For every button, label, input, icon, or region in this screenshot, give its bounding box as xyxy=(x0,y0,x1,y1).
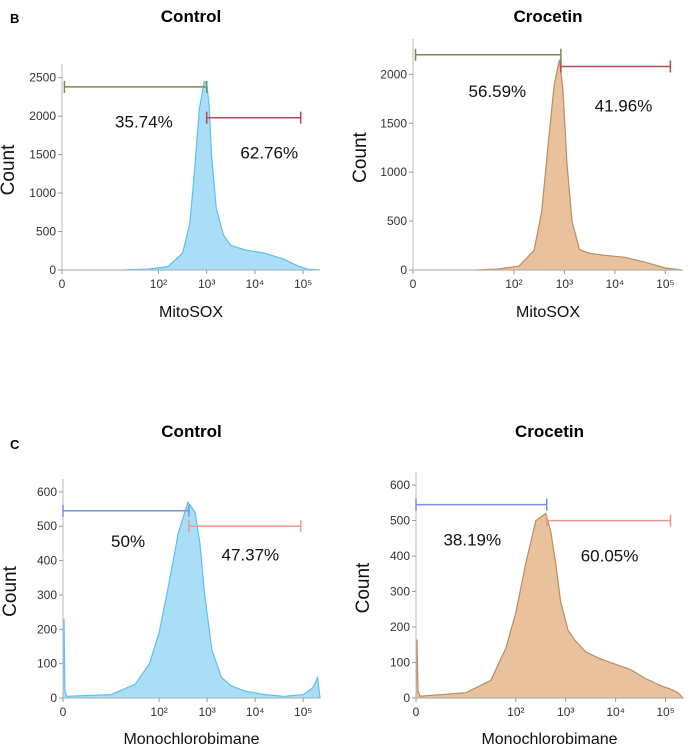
x-axis-label: MitoSOX xyxy=(159,304,223,321)
y-tick-label: 2000 xyxy=(380,67,407,81)
x-axis-label: Monochlorobimane xyxy=(123,731,259,746)
y-tick-label: 1500 xyxy=(380,116,407,130)
y-tick-label: 0 xyxy=(400,263,407,277)
histogram-area xyxy=(62,80,321,271)
histogram-area xyxy=(62,500,321,699)
chart-crocetin-mitosox: Crocetin 0 500 1000 1500 2000 0 10² 10³ 10⁴ 10⁵ Cou… xyxy=(350,7,684,321)
x-tick-label: 10³ xyxy=(557,705,574,719)
x-tick-label: 0 xyxy=(413,705,420,719)
x-tick-label: 10³ xyxy=(198,705,215,719)
x-tick-label: 10² xyxy=(150,705,167,719)
gate-label-high: 60.05% xyxy=(581,546,639,565)
x-tick-label: 10⁵ xyxy=(294,705,312,719)
y-axis-label: Count xyxy=(0,565,21,616)
y-tick-label: 500 xyxy=(387,214,407,228)
panel-letter-c: C xyxy=(10,437,20,452)
x-axis-label: Monochlorobimane xyxy=(481,731,617,746)
histogram-area xyxy=(415,512,685,699)
chart-control-mitosox: Control 0 500 1000 1500 2000 2500 0 10² 10³ 10⁴ 10⁵… xyxy=(0,7,321,321)
x-axis-label: MitoSOX xyxy=(516,304,580,321)
x-tick-label: 10⁵ xyxy=(294,277,312,291)
y-tick-label: 100 xyxy=(37,657,57,671)
gate-label-low: 50% xyxy=(111,532,145,551)
y-tick-label: 200 xyxy=(37,622,57,636)
y-tick-label: 2000 xyxy=(29,109,56,123)
x-tick-label: 10⁴ xyxy=(606,277,625,291)
gate-label-low: 56.59% xyxy=(469,82,527,101)
gate-label-low: 38.19% xyxy=(443,530,501,549)
y-tick-label: 0 xyxy=(49,263,56,277)
chart-title: Control xyxy=(161,7,221,26)
y-tick-label: 500 xyxy=(390,514,410,528)
y-tick-label: 300 xyxy=(37,588,57,602)
x-tick-label: 0 xyxy=(59,277,66,291)
gate-label-low: 35.74% xyxy=(115,113,173,132)
y-tick-label: 500 xyxy=(36,225,56,239)
y-tick-label: 400 xyxy=(390,549,410,563)
gate-label-high: 47.37% xyxy=(222,546,280,565)
x-tick-label: 10⁴ xyxy=(246,277,265,291)
y-tick-label: 100 xyxy=(390,656,410,670)
y-axis-label: Count xyxy=(353,562,374,613)
x-tick-label: 10³ xyxy=(198,277,215,291)
x-tick-label: 10² xyxy=(505,277,522,291)
y-tick-label: 200 xyxy=(390,620,410,634)
x-tick-label: 10³ xyxy=(556,277,573,291)
x-tick-label: 10⁴ xyxy=(606,705,625,719)
y-tick-label: 0 xyxy=(50,691,57,705)
histogram-area xyxy=(413,59,684,271)
y-tick-label: 1500 xyxy=(29,148,56,162)
y-tick-label: 300 xyxy=(390,585,410,599)
chart-crocetin-monochlorobimane: Crocetin 0 100 200 300 400 500 600 0 10² 10³ 10⁴ 10⁵… xyxy=(353,422,685,746)
y-tick-label: 1000 xyxy=(380,165,407,179)
x-tick-label: 10² xyxy=(507,705,524,719)
y-tick-label: 1000 xyxy=(29,186,56,200)
x-tick-label: 0 xyxy=(60,705,67,719)
x-tick-label: 10⁵ xyxy=(656,705,674,719)
x-tick-label: 10⁴ xyxy=(246,705,265,719)
chart-control-monochlorobimane: Control 0 100 200 300 400 500 600 0 10² 10³ 10⁴ 10⁵ C… xyxy=(0,422,321,746)
chart-title: Crocetin xyxy=(514,7,583,26)
y-tick-label: 500 xyxy=(37,519,57,533)
chart-title: Crocetin xyxy=(515,422,584,441)
y-axis-label: Count xyxy=(0,144,19,195)
chart-title: Control xyxy=(161,422,221,441)
x-tick-label: 10² xyxy=(150,277,167,291)
x-tick-label: 10⁵ xyxy=(656,277,674,291)
y-tick-label: 400 xyxy=(37,554,57,568)
y-tick-label: 0 xyxy=(403,691,410,705)
x-tick-label: 0 xyxy=(410,277,417,291)
y-tick-label: 600 xyxy=(37,485,57,499)
panel-letter-b: B xyxy=(10,11,19,26)
gate-label-high: 41.96% xyxy=(595,97,653,116)
y-tick-label: 2500 xyxy=(29,71,56,85)
y-tick-label: 600 xyxy=(390,478,410,492)
y-axis-label: Count xyxy=(350,131,371,182)
gate-label-high: 62.76% xyxy=(240,143,298,162)
